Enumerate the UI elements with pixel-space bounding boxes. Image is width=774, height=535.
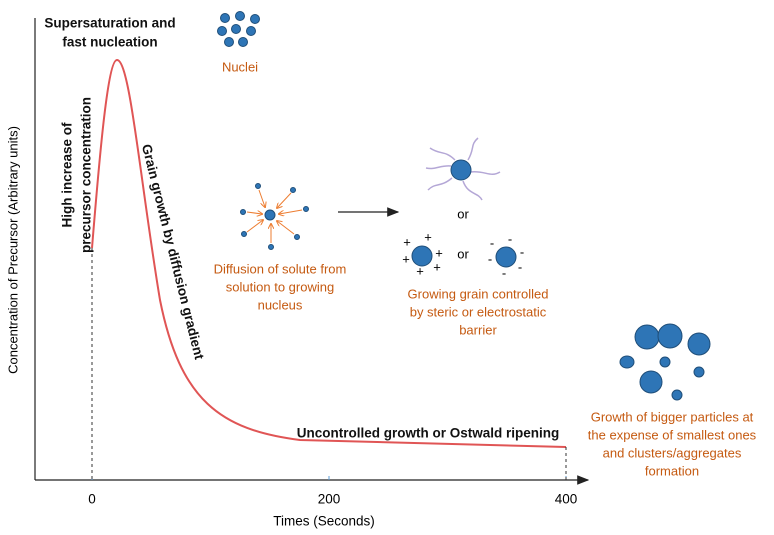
charge: -: [502, 265, 506, 280]
annotation: formation: [645, 463, 699, 478]
x-ticks: 0 200 400: [88, 476, 577, 507]
annotation: or: [457, 206, 469, 221]
annotation: Growing grain controlled: [408, 286, 549, 301]
aggregate-icon: [619, 323, 711, 401]
annotation: or: [457, 246, 469, 261]
annotation: barrier: [459, 322, 497, 337]
annotation: nucleus: [258, 297, 303, 312]
annotation: by steric or electrostatic: [410, 304, 547, 319]
charge: +: [402, 251, 410, 266]
annotation: Supersaturation and: [44, 16, 175, 31]
annotation: Diffusion of solute from: [214, 261, 347, 276]
charge: +: [435, 245, 443, 260]
annotation: Nuclei: [222, 59, 258, 74]
concentration-curve: [91, 58, 567, 448]
annotation: solution to growing: [226, 279, 334, 294]
x-axis-label: Times (Seconds): [273, 514, 375, 529]
charge: -: [518, 259, 522, 274]
annotation: High increase of: [60, 122, 75, 228]
annotation: Uncontrolled growth or Ostwald ripening: [297, 426, 560, 441]
charge: +: [416, 263, 424, 278]
annotation: fast nucleation: [62, 35, 157, 50]
x-tick-label: 200: [318, 492, 341, 507]
charged-particle: [495, 246, 517, 268]
annotation: precursor concentration: [79, 97, 94, 253]
annotation: and clusters/aggregates: [603, 445, 742, 460]
diffusion-icon: [240, 183, 309, 250]
nuclei-icon: [217, 11, 260, 47]
annotation: the expense of smallest ones: [588, 427, 757, 442]
charge: -: [488, 251, 492, 266]
charge: +: [424, 229, 432, 244]
annotation: Growth of bigger particles at: [591, 409, 754, 424]
charge: -: [520, 244, 524, 259]
charge: -: [508, 231, 512, 246]
annotation: Grain growth by diffusion gradient: [139, 143, 207, 362]
charge: +: [403, 234, 411, 249]
y-axis-label: Concentration of Precursor (Arbitrary un…: [5, 126, 20, 374]
x-tick-label: 0: [88, 492, 96, 507]
x-tick-label: 400: [555, 492, 578, 507]
charged-particle: [411, 245, 433, 267]
charge: -: [490, 235, 494, 250]
charge: +: [433, 259, 441, 274]
steric-particle: [425, 137, 501, 201]
